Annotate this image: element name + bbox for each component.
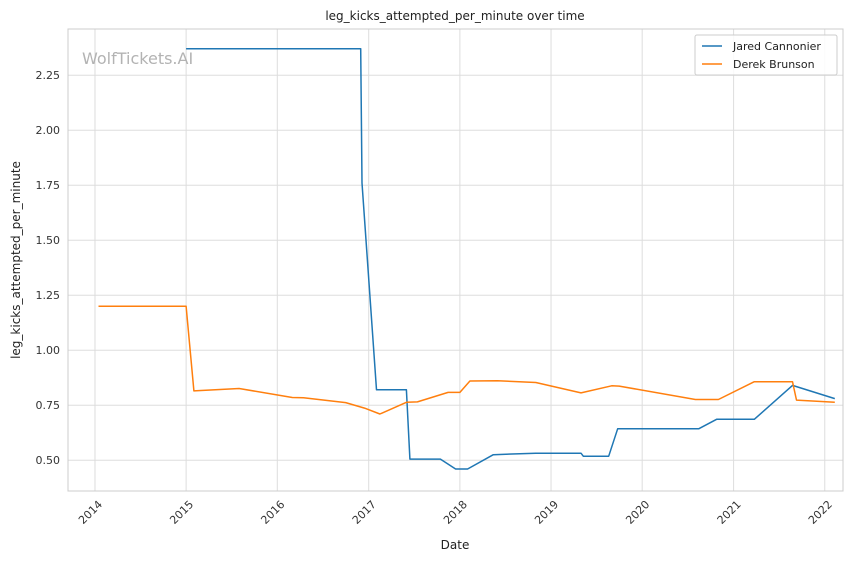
tick-layer: 0.50 0.75 1.00 1.25 1.50 1.75 2.00 2.25 2014 2015…	[36, 69, 835, 527]
y-tick-label: 1.25	[36, 289, 61, 302]
legend-label-derek-brunson: Derek Brunson	[733, 58, 815, 71]
x-tick-label: 2021	[715, 498, 744, 527]
y-tick-label: 2.25	[36, 69, 61, 82]
y-tick-label: 1.75	[36, 179, 61, 192]
series-line-jared-cannonier	[186, 48, 836, 470]
x-tick-label: 2015	[167, 498, 196, 527]
x-tick-label: 2022	[806, 498, 835, 527]
y-tick-label: 2.00	[36, 124, 61, 137]
x-tick-label: 2020	[623, 498, 652, 527]
y-axis-label: leg_kicks_attempted_per_minute	[9, 161, 23, 359]
x-axis-label: Date	[441, 538, 470, 552]
x-tick-label: 2017	[350, 498, 379, 527]
grid	[68, 29, 843, 491]
y-tick-label: 0.75	[36, 399, 61, 412]
series-layer	[98, 48, 836, 470]
x-tick-label: 2016	[258, 498, 287, 527]
watermark: WolfTickets.AI	[82, 49, 193, 68]
y-tick-label: 0.50	[36, 454, 61, 467]
plot-frame	[67, 28, 844, 492]
x-tick-label: 2019	[532, 498, 561, 527]
x-tick-label: 2018	[441, 498, 470, 527]
chart-title: leg_kicks_attempted_per_minute over time	[325, 9, 584, 23]
y-tick-label: 1.00	[36, 344, 61, 357]
legend-label-jared-cannonier: Jared Cannonier	[732, 40, 821, 53]
x-tick-label: 2014	[76, 498, 105, 527]
y-tick-label: 1.50	[36, 234, 61, 247]
series-line-derek-brunson	[98, 305, 835, 415]
legend-box	[694, 34, 838, 76]
legend: Jared Cannonier Derek Brunson	[694, 34, 838, 76]
